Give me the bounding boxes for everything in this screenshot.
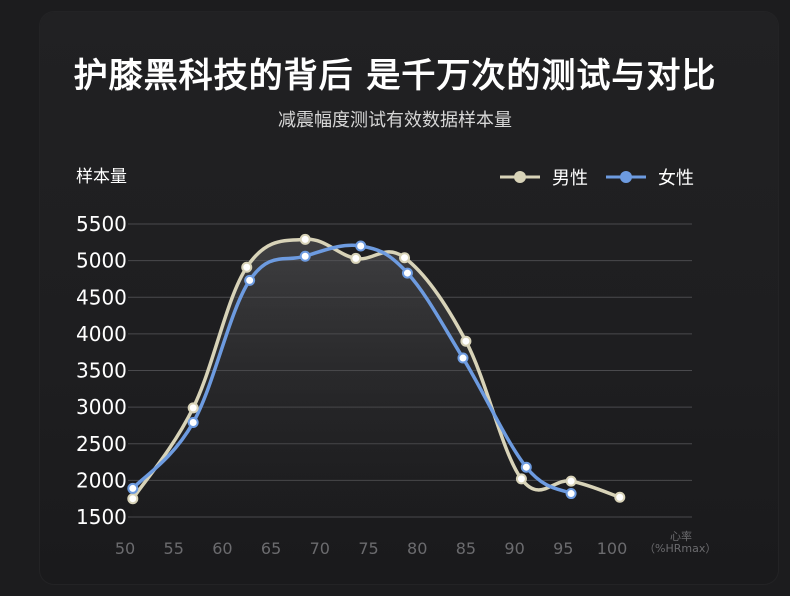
legend-item-male: 男性	[500, 168, 588, 189]
legend-label-female: 女性	[658, 168, 694, 189]
data-point-male	[515, 473, 527, 485]
x-tick-label: 85	[456, 539, 476, 558]
legend-marker-male	[514, 171, 526, 183]
x-tick-label: 100	[597, 539, 628, 558]
series-points	[127, 233, 626, 505]
y-tick-label: 1500	[76, 505, 127, 529]
legend: 男性 女性	[500, 168, 694, 189]
area-fill	[132, 239, 620, 517]
data-point-female	[127, 482, 139, 494]
legend-item-female: 女性	[606, 168, 694, 189]
page-title: 护膝黑科技的背后 是千万次的测试与对比	[73, 56, 717, 96]
x-axis-unit: （%HRmax）	[644, 542, 716, 555]
area-fill-male	[132, 239, 620, 517]
data-point-female	[187, 417, 199, 429]
data-point-male	[460, 335, 472, 347]
data-point-female	[457, 352, 469, 364]
data-point-male	[299, 233, 311, 245]
y-tick-label: 4500	[76, 285, 127, 309]
data-point-male	[614, 491, 626, 503]
x-tick-label: 90	[504, 539, 524, 558]
x-axis-ticks: 50 55 60 65 70 75 80 85 90 95 100	[115, 539, 627, 558]
y-tick-label: 4000	[76, 322, 127, 346]
x-tick-label: 65	[261, 539, 281, 558]
y-tick-label: 2500	[76, 432, 127, 456]
x-tick-label: 80	[407, 539, 427, 558]
chart-subtitle: 减震幅度测试有效数据样本量	[278, 110, 512, 131]
y-tick-label: 2000	[76, 468, 127, 492]
data-point-male	[241, 261, 253, 273]
data-point-male	[187, 402, 199, 414]
legend-marker-female	[620, 171, 632, 183]
x-tick-label: 75	[358, 539, 378, 558]
x-axis-label: 心率	[670, 529, 692, 543]
data-point-female	[244, 274, 256, 286]
y-tick-label: 3000	[76, 395, 127, 419]
x-tick-label: 60	[212, 539, 232, 558]
x-tick-label: 50	[115, 539, 135, 558]
data-point-female	[355, 240, 367, 252]
data-point-male	[399, 252, 411, 264]
y-tick-label: 3500	[76, 359, 127, 383]
x-tick-label: 55	[164, 539, 184, 558]
y-axis-label: 样本量	[76, 167, 127, 187]
data-point-female	[520, 461, 532, 473]
y-tick-label: 5500	[76, 212, 127, 236]
legend-label-male: 男性	[552, 168, 588, 189]
data-point-male	[350, 252, 362, 264]
y-tick-label: 5000	[76, 249, 127, 273]
y-axis-ticks: 1500 2000 2500 3000 3500 4000 4500 5000 5500	[76, 212, 127, 529]
x-tick-label: 95	[553, 539, 573, 558]
data-point-female	[401, 267, 413, 279]
data-point-male	[565, 475, 577, 487]
data-point-female	[299, 250, 311, 262]
data-point-female	[565, 488, 577, 500]
data-point-male	[127, 493, 139, 505]
series-line-male	[131, 237, 622, 501]
x-tick-label: 70	[310, 539, 330, 558]
